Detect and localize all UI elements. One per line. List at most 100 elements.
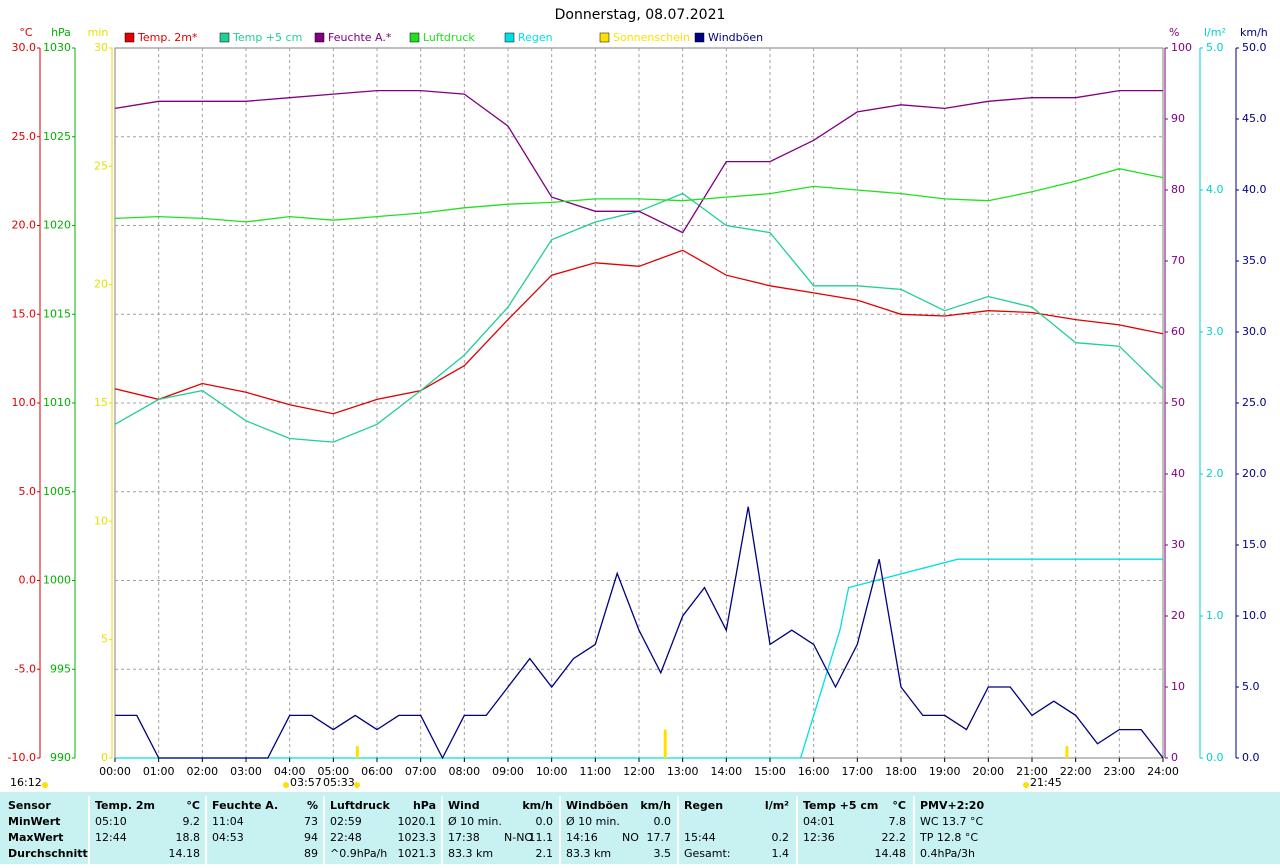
- sun-icon: [1023, 782, 1029, 788]
- y-tick-label: 995: [50, 662, 71, 675]
- table-cell: 7.8: [889, 815, 907, 828]
- bar: [355, 746, 359, 758]
- table-cell: 11:04: [212, 815, 244, 828]
- y-tick-label: 10: [94, 514, 108, 527]
- x-tick-label: 23:00: [1103, 765, 1135, 778]
- table-cell: 73: [304, 815, 318, 828]
- table-cell: 94: [304, 831, 318, 844]
- table-cell: 02:59: [330, 815, 362, 828]
- column-title: PMV+2:20: [920, 799, 984, 812]
- y-tick-label: 1010: [43, 396, 71, 409]
- y-tick-label: 1.0: [1206, 609, 1224, 622]
- bar: [1065, 746, 1069, 758]
- annotation: 16:12: [10, 776, 42, 789]
- y-tick-label: 20: [1171, 609, 1185, 622]
- x-tick-label: 08:00: [448, 765, 480, 778]
- column-title: Feuchte A.: [212, 799, 278, 812]
- y-tick-label: 15.0: [1242, 538, 1267, 551]
- column-unit: km/h: [640, 799, 671, 812]
- table-cell: 18.8: [176, 831, 201, 844]
- y-tick-label: 5.0: [19, 485, 37, 498]
- table-cell: 1.4: [772, 847, 790, 860]
- table-cell: 89: [304, 847, 318, 860]
- y-tick-label: 5.0: [1242, 680, 1260, 693]
- table-cell: Ø 10 min.: [448, 815, 502, 828]
- x-tick-label: 14:00: [710, 765, 742, 778]
- table-cell: 1020.1: [398, 815, 437, 828]
- y-tick-label: 20: [94, 278, 108, 291]
- legend-swatch: [409, 32, 420, 43]
- y-tick-label: 15: [94, 396, 108, 409]
- column-unit: °C: [892, 799, 906, 812]
- bar: [663, 729, 667, 758]
- chart-title: Donnerstag, 08.07.2021: [555, 7, 726, 23]
- table-cell: 15:44: [684, 831, 716, 844]
- x-tick-label: 01:00: [143, 765, 175, 778]
- y-tick-label: 30.0: [1242, 325, 1267, 338]
- y-tick-label: 80: [1171, 183, 1185, 196]
- y-tick-label: 10.0: [1242, 609, 1267, 622]
- table-cell: 83.3 km: [566, 847, 611, 860]
- x-tick-label: 12:00: [623, 765, 655, 778]
- table-cell: 17.7: [647, 831, 672, 844]
- y-tick-label: 70: [1171, 254, 1185, 267]
- x-tick-label: 15:00: [754, 765, 786, 778]
- stats-panel: [0, 792, 1280, 864]
- y-tick-label: 5.0: [1206, 41, 1224, 54]
- series: [114, 89, 1164, 760]
- legend-label: Feuchte A.*: [328, 31, 392, 44]
- y-tick-label: 50.0: [1242, 41, 1267, 54]
- y-tick-label: 30.0: [12, 41, 37, 54]
- x-tick-label: 17:00: [841, 765, 873, 778]
- x-tick-label: 05:00: [317, 765, 349, 778]
- table-cell: 14.48: [875, 847, 907, 860]
- annotation: 21:45: [1030, 776, 1062, 789]
- column-title: Wind: [448, 799, 480, 812]
- y-tick-label: 35.0: [1242, 254, 1267, 267]
- legend-swatch: [219, 32, 230, 43]
- y-tick-label: 1030: [43, 41, 71, 54]
- y-tick-label: 45.0: [1242, 112, 1267, 125]
- table-cell: NO: [622, 831, 639, 844]
- grid: [115, 48, 1163, 758]
- legend-label: Luftdruck: [423, 31, 475, 44]
- y-tick-label: 30: [94, 41, 108, 54]
- legend-swatch: [599, 32, 610, 43]
- y-tick-label: 30: [1171, 538, 1185, 551]
- legend-label: Windböen: [708, 31, 763, 44]
- table-cell: 14:16: [566, 831, 598, 844]
- legend-swatch: [314, 32, 325, 43]
- series-line: [115, 558, 1163, 759]
- x-tick-label: 13:00: [667, 765, 699, 778]
- x-tick-label: 21:00: [1016, 765, 1048, 778]
- column-title: Luftdruck: [330, 799, 391, 812]
- y-tick-label: 1025: [43, 130, 71, 143]
- legend-label: Regen: [518, 31, 553, 44]
- y-axis-title: km/h: [1240, 26, 1268, 39]
- x-tick-label: 16:00: [798, 765, 830, 778]
- x-tick-label: 04:00: [274, 765, 306, 778]
- table-cell: 22.2: [882, 831, 907, 844]
- table-cell: Gesamt:: [684, 847, 731, 860]
- stats-table: Sensor Temp. 2m °C Feuchte A.% Luftdruck hPa W…: [8, 796, 984, 864]
- y-tick-label: 40: [1171, 467, 1185, 480]
- x-tick-label: 09:00: [492, 765, 524, 778]
- column-title: Sensor: [8, 799, 51, 812]
- column-unit: °C: [186, 799, 200, 812]
- column-unit: l/m²: [765, 799, 789, 812]
- y-tick-label: 1005: [43, 485, 71, 498]
- x-tick-label: 10:00: [536, 765, 568, 778]
- annotation: 05:33: [323, 776, 355, 789]
- row-label: MaxWert: [8, 831, 63, 844]
- y-tick-label: 2.0: [1206, 467, 1224, 480]
- y-tick-label: 60: [1171, 325, 1185, 338]
- legend-swatch: [504, 32, 515, 43]
- y-tick-label: 1015: [43, 307, 71, 320]
- legend-swatch: [124, 32, 135, 43]
- series-line: [114, 168, 1164, 223]
- legend-swatch: [694, 32, 705, 43]
- y-tick-label: 100: [1171, 41, 1192, 54]
- table-cell: 12:36: [803, 831, 835, 844]
- table-cell: 1023.3: [398, 831, 437, 844]
- y-axis-title: °C: [19, 26, 33, 39]
